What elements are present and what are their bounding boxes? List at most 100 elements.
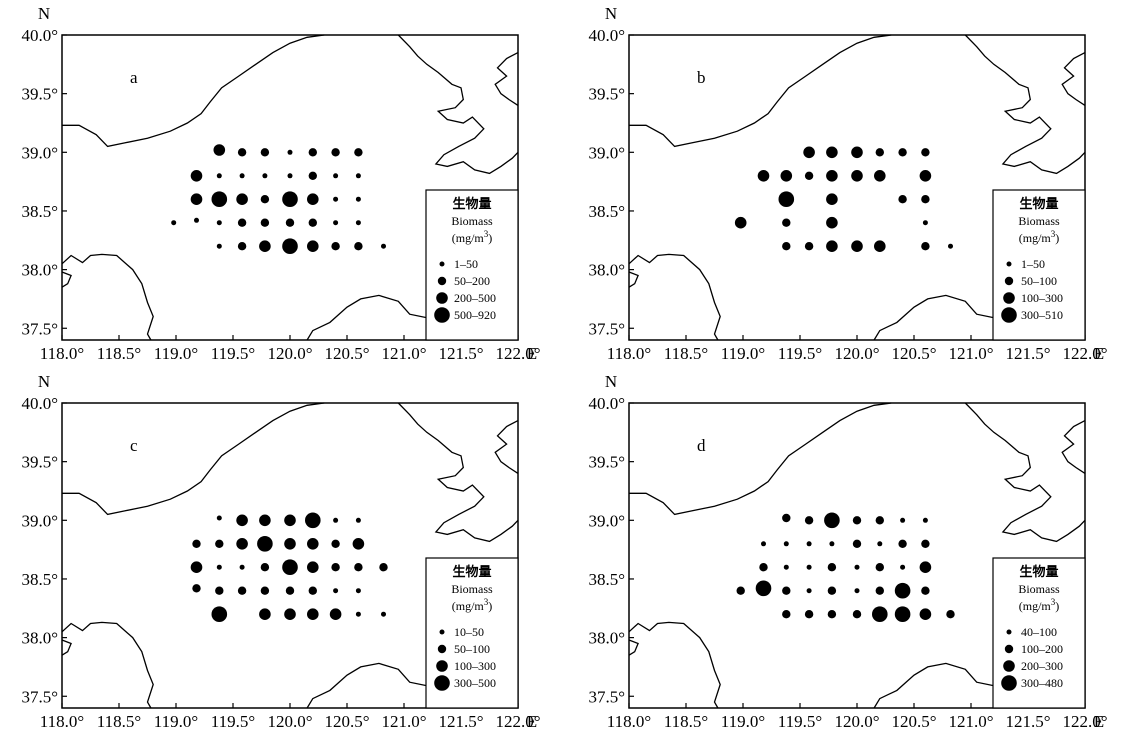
legend-class-label: 50–200 — [454, 274, 490, 288]
station-point — [282, 191, 298, 207]
station-point — [260, 148, 270, 157]
legend-symbol — [434, 675, 450, 691]
station-point — [305, 512, 321, 529]
east-label: E — [527, 712, 537, 731]
map-panel-d: 118.0° 118.5° 119.0° 119.5° 120.0° 120.5° 121.… — [567, 368, 1127, 738]
station-point — [875, 586, 884, 595]
panel-letter: b — [697, 68, 706, 87]
legend-symbol — [439, 629, 445, 635]
station-point — [333, 517, 339, 523]
station-point — [236, 538, 248, 550]
station-point — [803, 146, 815, 159]
legend-symbol — [1003, 660, 1015, 672]
station-point — [782, 218, 791, 227]
lon-tick-label: 122.0° — [495, 712, 540, 731]
legend-class-label: 1–50 — [454, 257, 478, 271]
station-point — [875, 516, 884, 525]
legend-title-zh: 生物量 — [1019, 196, 1058, 212]
station-point — [237, 242, 247, 251]
station-point — [874, 170, 886, 182]
station-point — [308, 586, 317, 595]
legend: 生物量 Biomass(mg/m3) 1–50 50–200 200–500 500–92… — [425, 189, 519, 341]
lon-tick-label: 119.0° — [154, 712, 198, 731]
station-point — [329, 608, 342, 620]
station-point — [260, 586, 270, 595]
station-point — [308, 148, 317, 157]
station-point — [307, 561, 319, 573]
station-point — [260, 195, 270, 204]
lon-tick-label: 121.5° — [438, 344, 483, 363]
legend-symbol — [434, 307, 450, 323]
legend: 生物量 Biomass(mg/m3) 1–50 50–100 100–300 300–51… — [992, 189, 1086, 341]
north-label: N — [605, 4, 617, 23]
station-point — [284, 608, 296, 620]
lon-tick-label: 120.5° — [891, 712, 936, 731]
station-point — [921, 242, 930, 251]
map-panel-b: 118.0° 118.5° 119.0° 119.5° 120.0° 120.5° 121.… — [567, 0, 1127, 370]
coastline-0 — [629, 402, 892, 516]
lon-tick-label: 119.5° — [211, 344, 255, 363]
lon-tick-label: 118.0° — [40, 712, 84, 731]
station-point — [922, 517, 928, 523]
map-svg-b: 118.0° 118.5° 119.0° 119.5° 120.0° 120.5° 121.… — [588, 4, 1107, 363]
station-point — [287, 149, 293, 155]
station-point — [285, 218, 295, 227]
lon-tick-label: 121.0° — [381, 712, 426, 731]
station-point — [759, 563, 768, 572]
station-point — [778, 191, 795, 207]
station-point — [852, 539, 862, 548]
legend-symbol — [1004, 276, 1014, 286]
station-points — [190, 512, 388, 622]
legend-title-en: Biomass — [451, 214, 493, 228]
panel-letter: d — [697, 436, 706, 455]
station-point — [237, 148, 247, 157]
lon-tick-label: 118.0° — [607, 344, 651, 363]
lon-tick-label: 118.0° — [607, 712, 651, 731]
legend-class-label: 300–480 — [1021, 676, 1063, 690]
station-point — [921, 195, 930, 204]
station-point — [782, 586, 791, 595]
lat-tick-label: 39.5° — [21, 453, 58, 472]
lon-tick-label: 118.5° — [664, 344, 708, 363]
coastlines — [61, 34, 519, 341]
station-point — [780, 170, 793, 182]
station-point — [333, 220, 339, 226]
station-point — [782, 610, 791, 619]
legend-title-zh: 生物量 — [452, 196, 491, 212]
station-point — [854, 588, 860, 594]
station-point — [804, 171, 814, 180]
legend-symbol — [1004, 644, 1014, 654]
lon-tick-label: 120.0° — [834, 344, 879, 363]
coastlines — [61, 402, 519, 709]
station-point — [307, 608, 319, 620]
east-label: E — [1094, 344, 1104, 363]
legend: 生物量 Biomass(mg/m3) 10–50 50–100 100–300 300–5… — [425, 557, 519, 709]
station-point — [216, 564, 222, 570]
station-point — [827, 586, 837, 595]
station-point — [331, 563, 340, 572]
lat-tick-label: 39.0° — [588, 511, 625, 530]
station-point — [355, 196, 361, 202]
station-point — [894, 606, 911, 622]
station-point — [192, 539, 201, 548]
station-point — [826, 146, 838, 159]
lon-tick-label: 122.0° — [1062, 344, 1107, 363]
legend-title-en: Biomass — [1018, 214, 1060, 228]
station-point — [354, 242, 363, 251]
station-point — [946, 610, 955, 619]
legend-unit: (mg/m3) — [452, 229, 493, 245]
station-point — [381, 611, 386, 617]
station-point — [355, 220, 361, 226]
lat-tick-label: 38.5° — [588, 570, 625, 589]
lon-tick-label: 121.5° — [1005, 344, 1050, 363]
station-point — [331, 242, 340, 251]
legend-symbol — [436, 660, 448, 672]
lon-tick-label: 118.0° — [40, 344, 84, 363]
station-point — [919, 561, 932, 573]
station-point — [331, 539, 340, 548]
station-point — [806, 588, 812, 594]
lon-tick-label: 120.0° — [267, 344, 312, 363]
station-point — [308, 218, 317, 227]
coastline-4 — [628, 271, 639, 288]
legend-title-en: Biomass — [451, 582, 493, 596]
